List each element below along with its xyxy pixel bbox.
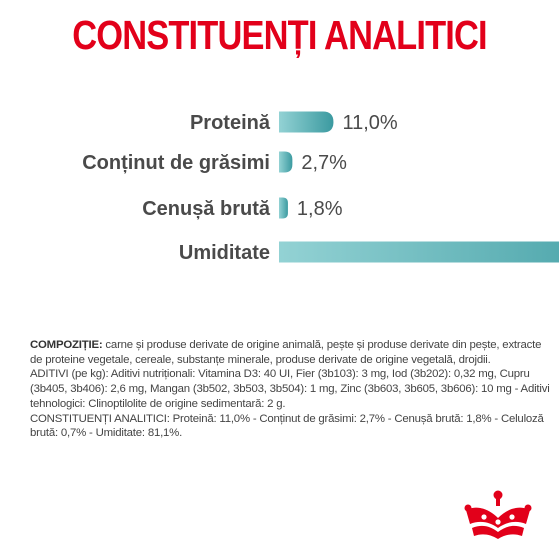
analytic-chart: Proteină Conținut de grăsimi Cenușă brută U… (82, 111, 559, 264)
category-label: Proteină (190, 112, 271, 134)
composition-lead: COMPOZIȚIE: (30, 339, 103, 351)
composition-additives: ADITIVI (pe kg): Aditivi nutriționali: V… (30, 368, 550, 410)
category-label: Conținut de grăsimi (82, 152, 270, 174)
page-title: CONSTITUENȚI ANALITICI (72, 12, 487, 58)
composition-ingredients-text: carne și produse derivate de origine ani… (30, 339, 542, 366)
composition-constituents: CONSTITUENȚI ANALITICI: Proteină: 11,0% … (30, 412, 544, 440)
composition-ingredients: COMPOZIȚIE: carne și produse derivate de… (30, 338, 550, 367)
value-label: 11,0% (342, 112, 397, 134)
value-label: 1,8% (297, 198, 343, 220)
bar (279, 241, 559, 263)
bar (279, 111, 334, 133)
category-label: Umiditate (179, 242, 270, 264)
value-label: 2,7% (301, 152, 347, 174)
composition-text: COMPOZIȚIE: carne și produse derivate de… (30, 338, 550, 441)
category-label: Cenușă brută (142, 198, 271, 220)
bar (279, 151, 293, 173)
crown-icon (464, 490, 532, 539)
bar (279, 197, 288, 219)
